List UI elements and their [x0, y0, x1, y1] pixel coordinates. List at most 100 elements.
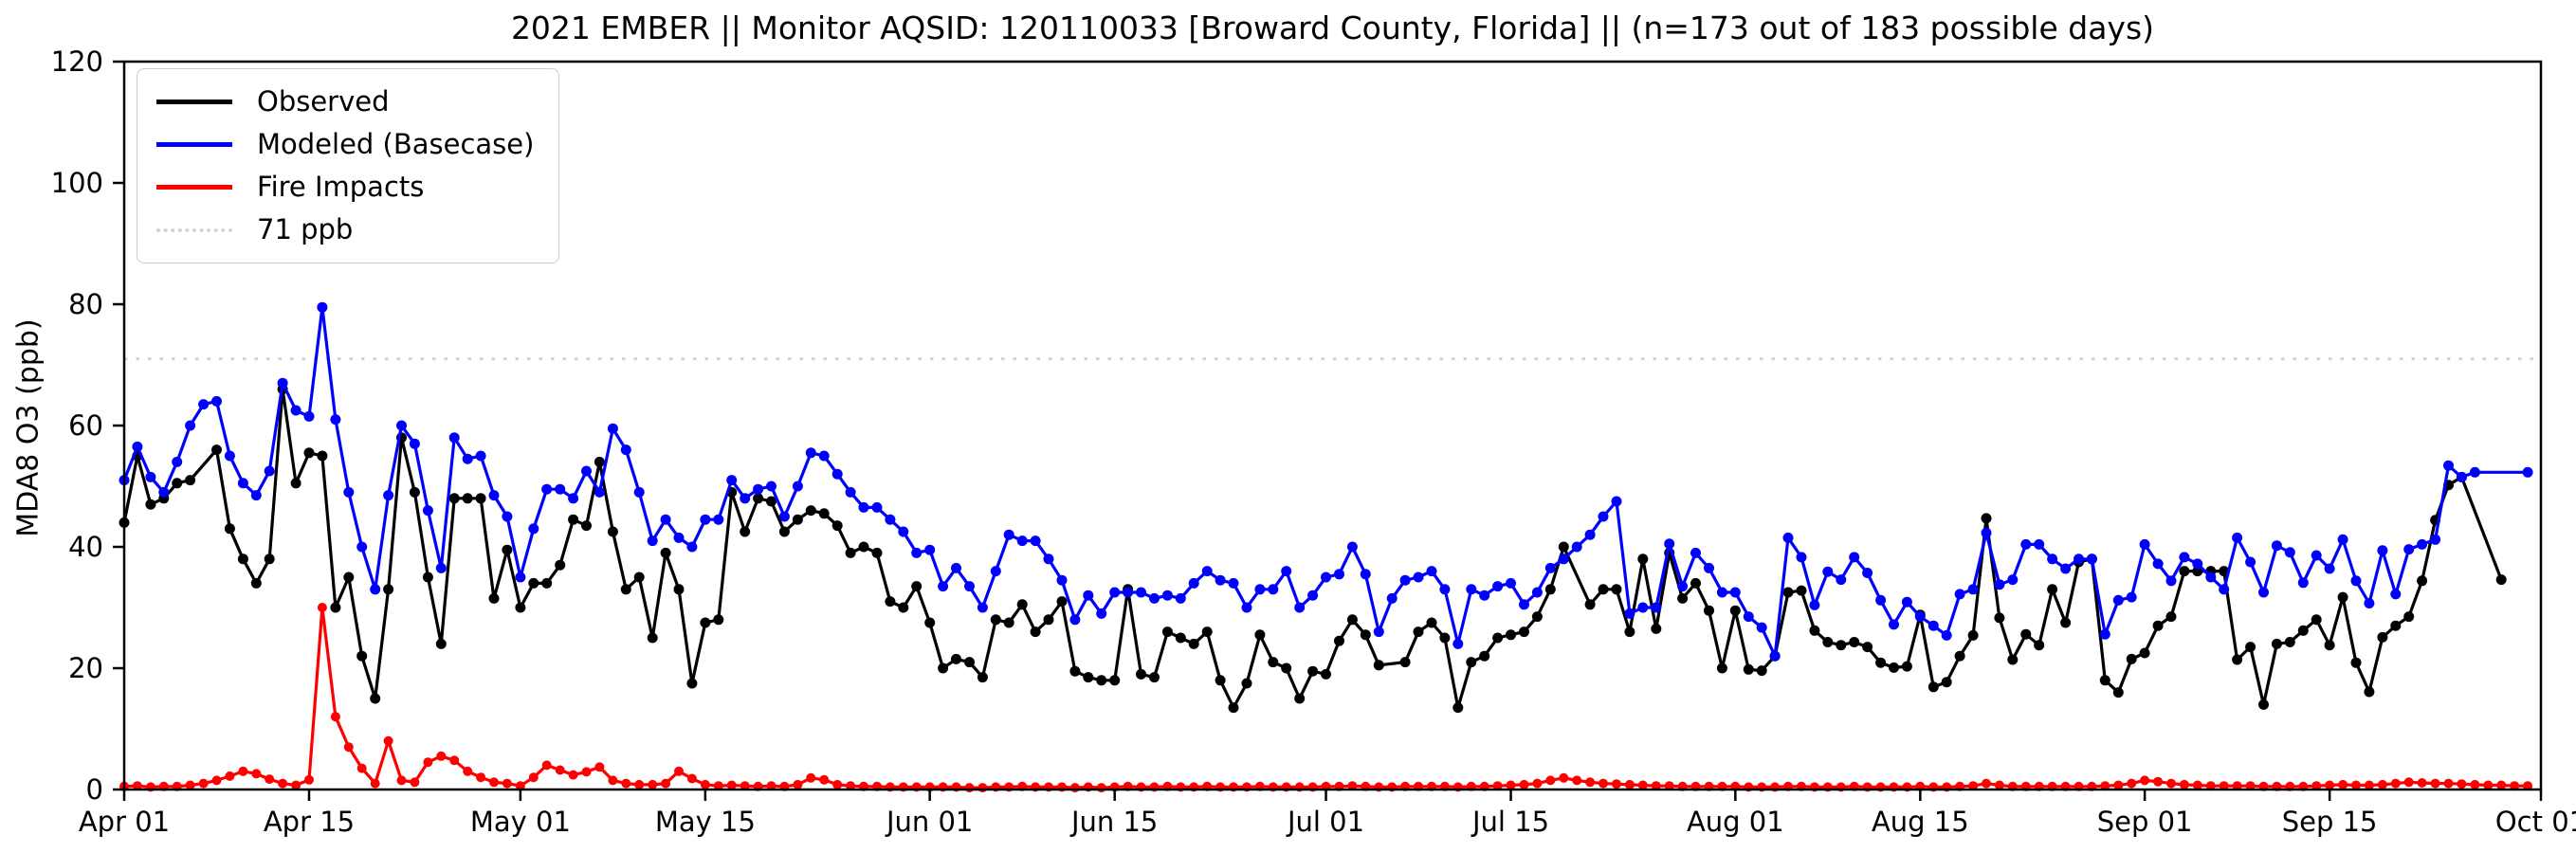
data-point — [462, 493, 473, 504]
data-point — [1307, 665, 1319, 677]
data-point — [435, 562, 447, 573]
data-point — [2510, 781, 2520, 791]
data-point — [515, 602, 526, 613]
data-point — [2192, 780, 2202, 790]
data-point — [1161, 626, 1173, 638]
data-point — [1069, 614, 1081, 626]
data-point — [1544, 584, 1556, 595]
modeled-line-swatch — [156, 142, 232, 147]
data-point — [1809, 625, 1820, 636]
data-point — [845, 486, 856, 498]
data-point — [541, 577, 553, 589]
data-point — [1003, 617, 1014, 628]
data-point — [1690, 577, 1701, 589]
data-point — [620, 445, 631, 456]
data-point — [1927, 681, 1939, 693]
data-point — [1664, 781, 1674, 791]
data-point — [924, 544, 936, 555]
data-point — [343, 486, 355, 498]
data-point — [831, 520, 843, 532]
data-point — [2430, 534, 2441, 545]
data-point — [502, 544, 513, 555]
data-point — [1346, 541, 1358, 553]
data-point — [1083, 590, 1094, 601]
data-point — [1003, 529, 1014, 540]
data-point — [1637, 602, 1649, 613]
data-point — [2152, 620, 2164, 631]
data-point — [726, 475, 738, 486]
data-point — [633, 572, 645, 583]
data-point — [2311, 550, 2322, 561]
data-point — [660, 514, 671, 525]
data-point — [158, 486, 170, 498]
y-tick-label: 120 — [51, 45, 103, 78]
data-point — [1043, 554, 1054, 565]
data-point — [673, 584, 685, 595]
data-point — [2192, 558, 2203, 570]
data-point — [1531, 611, 1543, 623]
data-point — [1545, 775, 1556, 786]
data-point — [303, 410, 315, 422]
data-point — [1096, 783, 1106, 793]
data-point — [185, 780, 195, 790]
data-point — [713, 781, 723, 791]
data-point — [1677, 592, 1689, 604]
data-point — [2311, 781, 2322, 791]
data-point — [448, 493, 460, 504]
data-point — [422, 572, 433, 583]
data-point — [396, 775, 407, 786]
data-point — [2284, 547, 2295, 558]
data-point — [555, 483, 566, 495]
x-tick-label: Jun 01 — [885, 806, 973, 838]
data-point — [172, 456, 183, 467]
data-point — [1506, 629, 1516, 641]
legend-label: Observed — [257, 85, 390, 118]
data-point — [2364, 598, 2375, 608]
data-point — [2205, 781, 2216, 791]
data-point — [2165, 575, 2177, 587]
data-point — [1360, 629, 1371, 641]
legend-item-observed: Observed — [156, 81, 534, 123]
legend-label: 71 ppb — [257, 213, 354, 245]
data-point — [1624, 779, 1635, 789]
data-point — [700, 779, 710, 789]
data-point — [238, 766, 248, 776]
data-point — [1954, 589, 1965, 600]
data-point — [1981, 513, 1992, 524]
x-tick-label: Apr 01 — [79, 806, 170, 838]
data-point — [211, 445, 222, 456]
data-point — [2179, 566, 2190, 577]
data-point — [1901, 596, 1912, 608]
data-point — [990, 566, 1001, 577]
data-point — [237, 478, 248, 489]
data-point — [2457, 779, 2467, 789]
chart-title: 2021 EMBER || Monitor AQSID: 120110033 [… — [510, 9, 2155, 46]
data-point — [2338, 779, 2348, 789]
data-point — [528, 523, 539, 535]
data-point — [1399, 574, 1411, 586]
data-point — [1743, 663, 1754, 675]
data-point — [1901, 661, 1912, 672]
x-tick-label: Jun 15 — [1069, 806, 1158, 838]
data-point — [2060, 563, 2072, 574]
data-point — [343, 742, 354, 753]
data-point — [753, 483, 764, 495]
data-point — [1611, 496, 1622, 507]
data-point — [1175, 632, 1186, 644]
data-point — [633, 486, 645, 498]
data-point — [2350, 575, 2362, 587]
data-point — [1585, 777, 1596, 788]
data-point — [1532, 778, 1543, 789]
data-point — [964, 657, 975, 668]
data-point — [2245, 556, 2256, 568]
data-point — [2377, 545, 2388, 556]
data-point — [1281, 662, 1292, 674]
data-point — [568, 770, 578, 780]
data-point — [383, 490, 394, 501]
data-point — [568, 514, 579, 525]
data-point — [806, 772, 816, 783]
data-point — [1201, 626, 1213, 638]
data-point — [250, 577, 262, 589]
data-point — [2034, 640, 2045, 651]
data-point — [145, 471, 156, 482]
